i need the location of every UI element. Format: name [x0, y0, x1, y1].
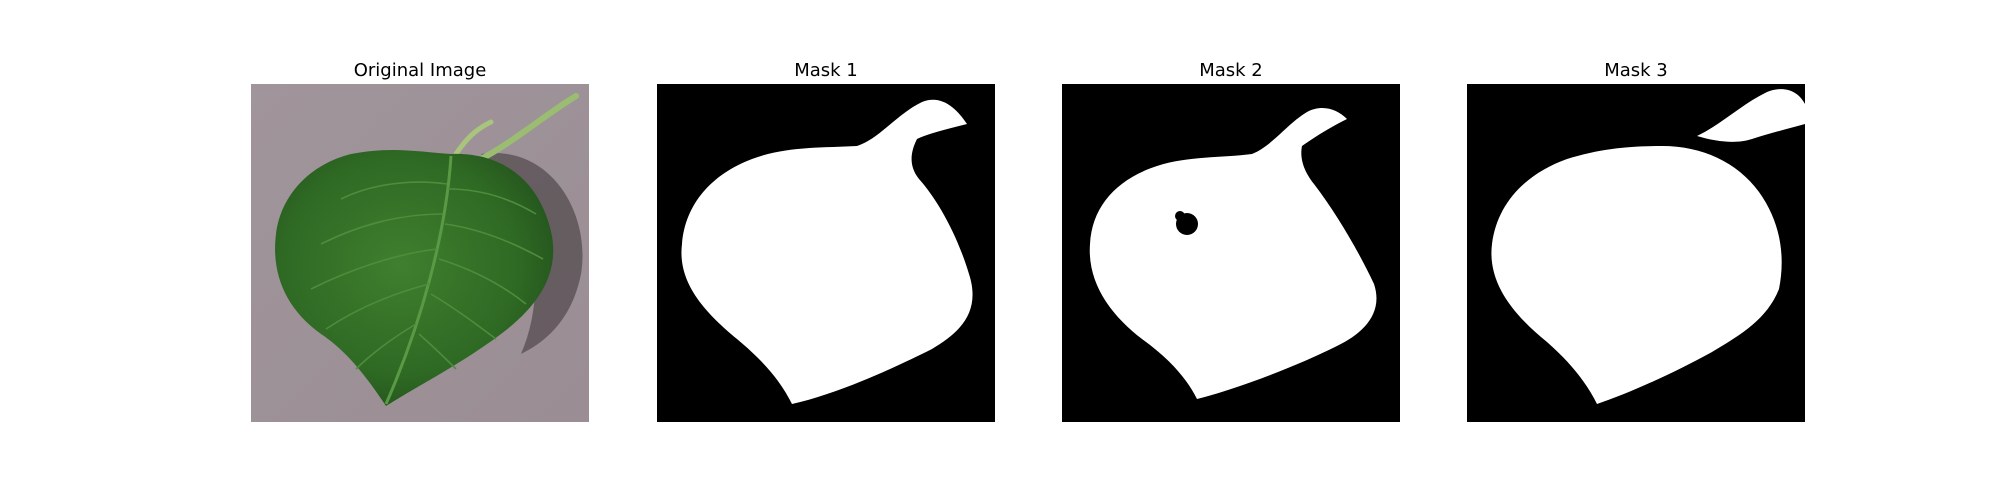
panel-mask-3: Mask 3 — [1467, 58, 1805, 422]
panel-original-image: Original Image — [251, 58, 589, 422]
leaf-veins — [310, 181, 544, 370]
panel-title: Original Image — [353, 60, 487, 81]
stem-mask-region — [1697, 89, 1805, 142]
mask-1-image — [657, 84, 995, 422]
panel-mask-2: Mask 2 — [1062, 58, 1400, 422]
leaf-midrib — [384, 155, 453, 405]
original-leaf-photo — [251, 84, 589, 422]
panel-title: Mask 3 — [1604, 60, 1668, 81]
leaf-mask-region — [1491, 146, 1782, 404]
leaf-shadow — [481, 153, 583, 354]
leaf-stem-secondary — [453, 119, 494, 157]
leaf-mask-region — [681, 99, 973, 404]
leaf-mask-region — [1089, 108, 1377, 399]
panel-title: Mask 2 — [1199, 60, 1263, 81]
panel-title: Mask 1 — [794, 60, 858, 81]
mask-hole — [1175, 211, 1185, 221]
leaf-blade — [275, 149, 554, 406]
panel-mask-1: Mask 1 — [657, 58, 995, 422]
leaf-stem — [476, 93, 579, 163]
mask-3-image — [1467, 84, 1805, 422]
mask-2-image — [1062, 84, 1400, 422]
